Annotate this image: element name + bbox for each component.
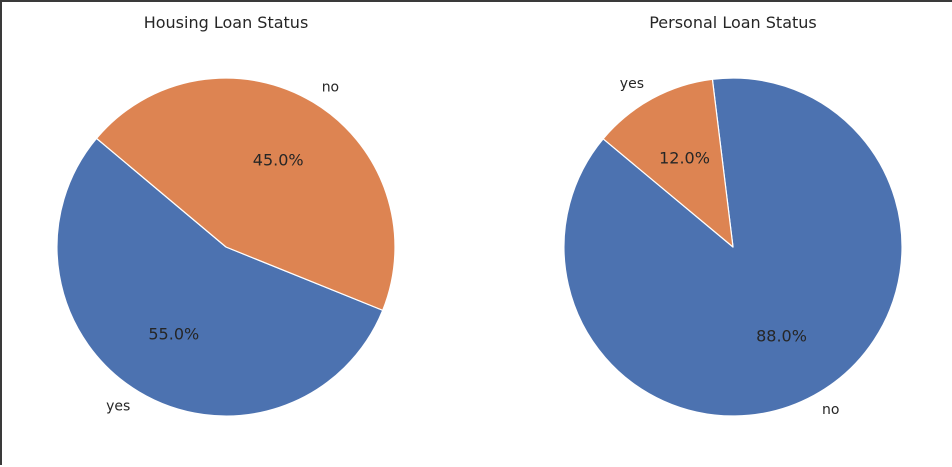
personal-loan-slice-yes	[602, 78, 734, 248]
personal-loan-chart-title: Personal Loan Status	[649, 13, 817, 32]
personal-loan-percent-label-yes: 12.0%	[659, 149, 710, 168]
personal-loan-percent-label-no: 88.0%	[756, 327, 807, 346]
housing-loan-chart-title: Housing Loan Status	[144, 13, 309, 32]
personal-loan-category-label-yes: yes	[620, 76, 644, 92]
housing-loan-percent-label-yes: 55.0%	[148, 324, 199, 343]
personal-loan-pie-chart: Personal Loan Status no 88.0% yes 12.0%	[563, 13, 903, 418]
housing-loan-percent-label-no: 45.0%	[253, 151, 304, 170]
housing-loan-slice-no	[95, 77, 396, 311]
housing-loan-slice-yes	[56, 137, 384, 417]
housing-loan-pie-chart: Housing Loan Status yes 55.0% no 45.0%	[56, 13, 396, 417]
housing-loan-category-label-no: no	[322, 80, 339, 96]
personal-loan-category-label-no: no	[822, 402, 839, 418]
personal-loan-slice-no	[563, 77, 903, 417]
housing-loan-category-label-yes: yes	[106, 398, 130, 414]
